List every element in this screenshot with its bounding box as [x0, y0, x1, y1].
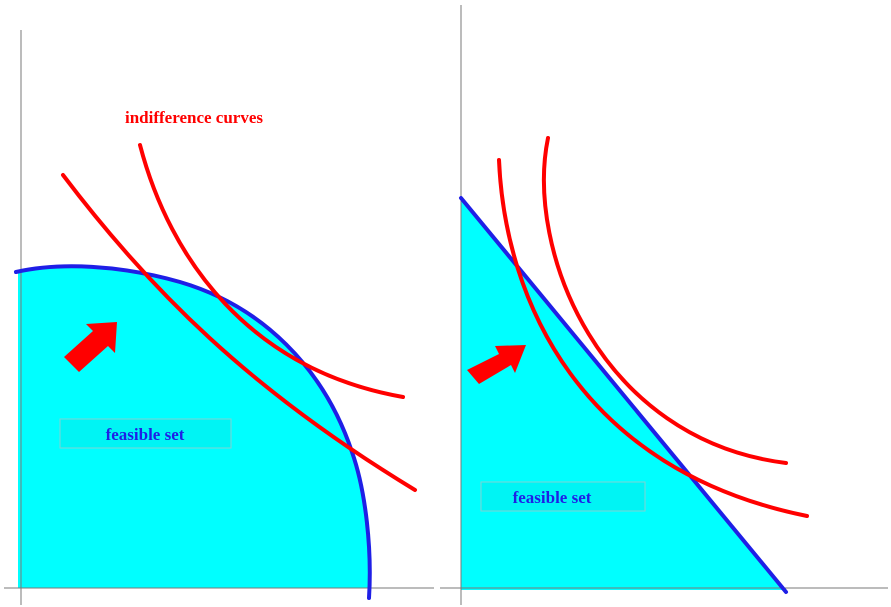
left-direction-arrow: [64, 322, 117, 372]
right-indifference-curve-outer: [542, 136, 788, 465]
left-production-frontier: [14, 264, 372, 600]
right-panel: feasible set: [440, 5, 888, 605]
left-panel: feasible set: [4, 30, 434, 605]
left-feasible-set-label: feasible set: [106, 425, 185, 444]
left-indifference-curve-outer: [138, 143, 405, 399]
right-indifference-curve-inner: [497, 158, 809, 518]
left-feasible-set-box: [59, 418, 232, 449]
right-feasible-set-label: feasible set: [513, 488, 592, 507]
left-indifference-curve-inner: [61, 173, 417, 492]
right-direction-arrow: [467, 345, 526, 384]
indifference-curves-label: indifference curves: [125, 108, 263, 127]
right-feasible-set-box: [480, 481, 646, 512]
